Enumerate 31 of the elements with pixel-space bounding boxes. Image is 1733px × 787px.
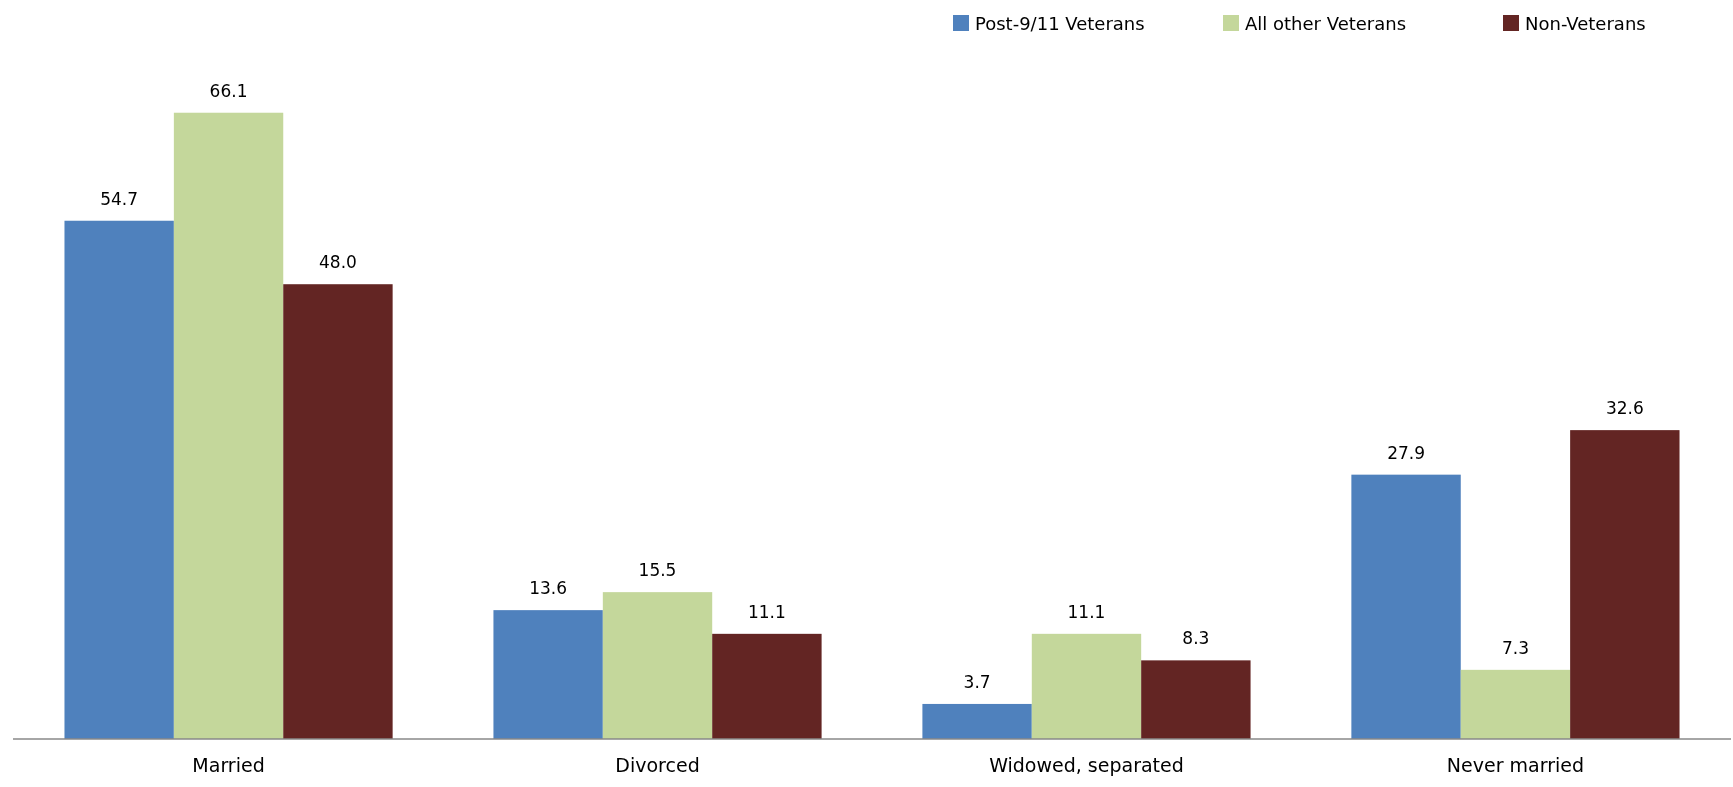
bar <box>922 703 1032 739</box>
data-label: 48.0 <box>319 252 357 273</box>
bar <box>1570 430 1680 739</box>
data-label: 66.1 <box>209 80 248 101</box>
data-label: 32.6 <box>1605 398 1644 419</box>
legend-label: Post-9/11 Veterans <box>975 13 1145 34</box>
bar <box>1351 474 1461 739</box>
data-label: 54.7 <box>100 188 139 209</box>
bar <box>712 633 822 739</box>
data-label: 27.9 <box>1387 442 1425 463</box>
data-label: 15.5 <box>638 560 677 581</box>
legend-label: Non-Veterans <box>1525 13 1646 34</box>
bar <box>1031 633 1142 739</box>
data-label: 8.3 <box>1182 628 1210 649</box>
bar <box>1141 660 1251 739</box>
bar <box>602 592 713 739</box>
x-tick-label: Widowed, separated <box>989 754 1184 776</box>
data-label: 3.7 <box>963 671 991 692</box>
bar <box>64 220 174 739</box>
x-tick-label: Divorced <box>615 754 700 776</box>
bar <box>283 284 393 739</box>
bar <box>1460 669 1571 739</box>
data-label: 11.1 <box>747 601 786 622</box>
bar <box>173 112 284 739</box>
x-tick-label: Married <box>192 754 265 776</box>
x-tick-label: Never married <box>1446 754 1585 776</box>
bar <box>493 610 603 739</box>
legend-label: All other Veterans <box>1245 13 1407 34</box>
data-label: 7.3 <box>1501 637 1529 658</box>
data-label: 11.1 <box>1067 601 1106 622</box>
data-label: 13.6 <box>529 578 568 599</box>
